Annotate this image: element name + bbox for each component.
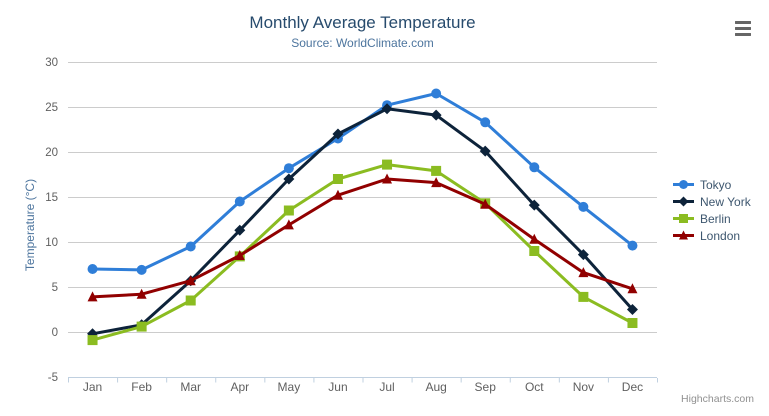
- point-berlin-jun[interactable]: [332, 174, 343, 184]
- point-tokyo-dec[interactable]: [627, 240, 638, 251]
- point-tokyo-mar[interactable]: [185, 241, 196, 252]
- legend-marker-circle: [673, 180, 694, 189]
- series-new-york[interactable]: [87, 103, 638, 340]
- y-axis-label: 30: [45, 57, 58, 69]
- series-line: [91, 177, 634, 299]
- y-axis-label: 10: [45, 237, 58, 249]
- x-axis-label: Oct: [525, 380, 544, 394]
- point-berlin-may[interactable]: [283, 205, 294, 216]
- series-line: [91, 107, 634, 336]
- point-tokyo-oct[interactable]: [529, 162, 540, 173]
- point-new-york-dec[interactable]: [626, 304, 638, 315]
- legend-marker-diamond: [673, 196, 694, 207]
- point-tokyo-jan[interactable]: [87, 264, 98, 274]
- point-tokyo-sep[interactable]: [480, 117, 491, 128]
- legend-item-berlin[interactable]: Berlin: [673, 210, 751, 227]
- x-axis-label: Jun: [328, 380, 347, 394]
- point-new-york-aug[interactable]: [430, 109, 442, 121]
- y-axis-label: 5: [52, 282, 58, 294]
- y-axis-label: 20: [45, 147, 58, 159]
- point-new-york-sep[interactable]: [479, 145, 491, 157]
- x-axis-label: Mar: [180, 380, 201, 394]
- legend-item-new-york[interactable]: New York: [673, 193, 751, 210]
- point-tokyo-aug[interactable]: [431, 88, 442, 99]
- point-london-mar[interactable]: [185, 275, 196, 286]
- legend-item-tokyo[interactable]: Tokyo: [673, 176, 751, 193]
- point-new-york-may[interactable]: [283, 173, 295, 185]
- credits-link[interactable]: Highcharts.com: [681, 393, 754, 405]
- point-tokyo-apr[interactable]: [234, 196, 245, 207]
- chart-subtitle: Source: WorldClimate.com: [291, 36, 434, 50]
- point-tokyo-may[interactable]: [283, 163, 294, 174]
- legend-item-london[interactable]: London: [673, 227, 751, 244]
- point-new-york-apr[interactable]: [234, 224, 246, 236]
- point-tokyo-feb[interactable]: [136, 264, 147, 275]
- point-new-york-nov[interactable]: [577, 249, 589, 261]
- point-london-oct[interactable]: [529, 233, 540, 244]
- point-tokyo-nov[interactable]: [578, 201, 589, 212]
- y-axis-label: -5: [48, 372, 58, 384]
- x-axis-label: May: [278, 380, 301, 394]
- x-axis-label: Dec: [622, 380, 643, 394]
- point-london-apr[interactable]: [234, 250, 245, 260]
- point-berlin-nov[interactable]: [578, 291, 589, 302]
- point-london-jan[interactable]: [87, 291, 98, 302]
- point-berlin-mar[interactable]: [185, 295, 196, 306]
- x-axis-label: Aug: [425, 380, 446, 394]
- point-london-may[interactable]: [283, 219, 294, 230]
- legend-label: Berlin: [700, 211, 731, 226]
- point-berlin-feb[interactable]: [136, 321, 147, 332]
- y-axis-label: 15: [45, 192, 58, 204]
- x-axis-label: Jul: [379, 380, 394, 394]
- point-london-aug[interactable]: [431, 177, 442, 188]
- x-axis-label: Jan: [83, 380, 102, 394]
- legend-marker-shape[interactable]: [679, 180, 688, 189]
- point-new-york-jun[interactable]: [332, 128, 344, 140]
- point-london-jun[interactable]: [332, 189, 343, 200]
- series-london[interactable]: [87, 173, 638, 302]
- point-london-feb[interactable]: [136, 288, 147, 299]
- point-new-york-oct[interactable]: [528, 199, 540, 211]
- legend-label: New York: [700, 194, 751, 209]
- point-berlin-aug[interactable]: [431, 165, 442, 176]
- legend: Tokyo New York Berlin London: [673, 176, 751, 244]
- x-axis-label: Apr: [230, 380, 249, 394]
- x-axis-label: Nov: [573, 380, 594, 394]
- chart-title: Monthly Average Temperature: [249, 13, 476, 32]
- y-axis-label: 25: [45, 102, 58, 114]
- legend-marker-shape[interactable]: [679, 214, 688, 223]
- point-london-sep[interactable]: [480, 198, 491, 209]
- point-berlin-dec[interactable]: [627, 318, 638, 328]
- point-london-dec[interactable]: [627, 283, 638, 294]
- legend-label: London: [700, 228, 741, 243]
- point-new-york-jul[interactable]: [381, 103, 393, 115]
- legend-marker-triangle: [673, 230, 694, 240]
- point-berlin-oct[interactable]: [529, 246, 540, 256]
- legend-marker-square: [673, 214, 694, 223]
- y-axis-label: 0: [52, 327, 58, 339]
- series-tokyo[interactable]: [87, 88, 638, 275]
- legend-marker-shape[interactable]: [678, 196, 689, 207]
- hamburger-icon: [735, 21, 751, 36]
- point-berlin-jul[interactable]: [382, 159, 393, 170]
- point-london-nov[interactable]: [578, 267, 589, 278]
- legend-marker-shape[interactable]: [679, 230, 688, 240]
- point-london-jul[interactable]: [382, 173, 393, 184]
- x-axis-label: Feb: [131, 380, 152, 394]
- point-berlin-jan[interactable]: [87, 335, 98, 346]
- x-axis-label: Sep: [475, 380, 497, 394]
- series-line: [91, 163, 634, 342]
- legend-label: Tokyo: [700, 177, 732, 192]
- export-menu-button[interactable]: [729, 17, 753, 41]
